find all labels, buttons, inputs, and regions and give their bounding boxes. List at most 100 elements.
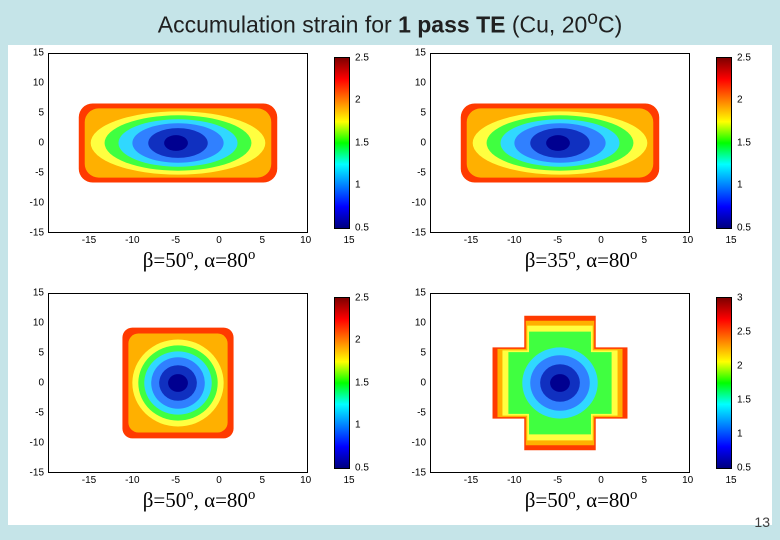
contour-plot: -15-10-5051015 <box>430 53 690 233</box>
x-tick-label: -5 <box>553 235 562 246</box>
x-tick-label: 5 <box>642 475 648 486</box>
y-tick-label: -10 <box>8 197 44 208</box>
panel-caption: β=50o, α=80o <box>8 487 390 513</box>
x-tick-label: 10 <box>682 475 693 486</box>
x-tick-label: 15 <box>343 475 354 486</box>
colorbar-tick-label: 2.5 <box>737 326 751 337</box>
colorbar-tick-label: 1.5 <box>355 377 369 388</box>
x-tick-label: -15 <box>464 235 478 246</box>
slide-number: 13 <box>754 514 770 530</box>
y-tick-label: -5 <box>390 407 426 418</box>
colorbar-tick-label: 0.5 <box>737 222 751 233</box>
y-tick-label: 15 <box>390 287 426 298</box>
colorbar-tick-label: 2.5 <box>355 52 369 63</box>
colorbar-tick-label: 0.5 <box>355 462 369 473</box>
panel-caption: β=50o, α=80o <box>8 247 390 273</box>
x-tick-label: -15 <box>464 475 478 486</box>
y-tick-label: -10 <box>390 197 426 208</box>
colorbar-tick-label: 0.5 <box>737 462 751 473</box>
colorbar-tick-label: 1 <box>355 420 361 431</box>
y-tick-label: 5 <box>8 107 44 118</box>
y-tick-label: 15 <box>8 47 44 58</box>
colorbar-tick-label: 2 <box>737 360 743 371</box>
x-tick-label: -10 <box>125 235 139 246</box>
x-tick-label: -5 <box>171 235 180 246</box>
x-tick-label: 0 <box>598 475 604 486</box>
chart-grid: -15-10-5051015151050-5-10-152.521.510.5β… <box>0 45 780 525</box>
x-tick-label: -5 <box>553 475 562 486</box>
panel-caption: β=35o, α=80o <box>390 247 772 273</box>
colorbar-tick-label: 3 <box>737 292 743 303</box>
colorbar: 2.521.510.5 <box>334 57 350 229</box>
panel-1: -15-10-5051015151050-5-10-152.521.510.5β… <box>8 45 390 285</box>
x-tick-label: 5 <box>642 235 648 246</box>
y-tick-label: 10 <box>390 317 426 328</box>
colorbar-tick-label: 1.5 <box>737 394 751 405</box>
colorbar: 32.521.510.5 <box>716 297 732 469</box>
title-sup: o <box>587 8 598 29</box>
colorbar-tick-label: 2.5 <box>355 292 369 303</box>
panel-4: -15-10-5051015151050-5-10-1532.521.510.5… <box>390 285 772 525</box>
y-tick-label: 0 <box>390 137 426 148</box>
colorbar-tick-label: 2 <box>355 335 361 346</box>
title-part-1: Accumulation strain for <box>158 12 398 38</box>
y-tick-label: -15 <box>8 227 44 238</box>
slide-title: Accumulation strain for 1 pass TE (Cu, 2… <box>0 0 780 45</box>
title-part-2: (Cu, 20 <box>505 12 587 38</box>
x-tick-label: 15 <box>725 235 736 246</box>
y-tick-label: 0 <box>8 137 44 148</box>
x-tick-label: -5 <box>171 475 180 486</box>
colorbar-tick-label: 1 <box>355 180 361 191</box>
x-tick-label: 15 <box>725 475 736 486</box>
panel-2: -15-10-5051015151050-5-10-152.521.510.5β… <box>390 45 772 285</box>
y-tick-label: 0 <box>8 377 44 388</box>
y-tick-label: 5 <box>8 347 44 358</box>
y-tick-label: 5 <box>390 107 426 118</box>
x-tick-label: 0 <box>598 235 604 246</box>
x-tick-label: -10 <box>125 475 139 486</box>
y-tick-label: -15 <box>390 227 426 238</box>
y-tick-label: 10 <box>8 317 44 328</box>
x-tick-label: 5 <box>260 235 266 246</box>
x-tick-label: 10 <box>300 235 311 246</box>
y-tick-label: 15 <box>390 47 426 58</box>
y-tick-label: -5 <box>390 167 426 178</box>
x-tick-label: -10 <box>507 475 521 486</box>
title-part-3: C) <box>598 12 622 38</box>
colorbar-tick-label: 2 <box>737 95 743 106</box>
y-tick-label: -5 <box>8 407 44 418</box>
x-tick-label: 10 <box>682 235 693 246</box>
y-tick-label: 10 <box>390 77 426 88</box>
colorbar: 2.521.510.5 <box>716 57 732 229</box>
colorbar-tick-label: 2.5 <box>737 52 751 63</box>
y-tick-label: 15 <box>8 287 44 298</box>
x-tick-label: 0 <box>216 235 222 246</box>
x-tick-label: 0 <box>216 475 222 486</box>
title-bold: 1 pass TE <box>398 12 505 38</box>
x-tick-label: 10 <box>300 475 311 486</box>
colorbar-tick-label: 1 <box>737 428 743 439</box>
x-tick-label: -15 <box>82 235 96 246</box>
y-tick-label: 0 <box>390 377 426 388</box>
colorbar-tick-label: 2 <box>355 95 361 106</box>
contour-plot: -15-10-5051015 <box>430 293 690 473</box>
y-tick-label: 10 <box>8 77 44 88</box>
colorbar-tick-label: 1.5 <box>355 137 369 148</box>
x-tick-label: 5 <box>260 475 266 486</box>
x-tick-label: -15 <box>82 475 96 486</box>
y-tick-label: -15 <box>8 467 44 478</box>
contour-plot: -15-10-5051015 <box>48 53 308 233</box>
y-tick-label: -15 <box>390 467 426 478</box>
y-tick-label: -10 <box>8 437 44 448</box>
y-tick-label: 5 <box>390 347 426 358</box>
x-tick-label: 15 <box>343 235 354 246</box>
y-tick-label: -10 <box>390 437 426 448</box>
panel-3: -15-10-5051015151050-5-10-152.521.510.5β… <box>8 285 390 525</box>
colorbar-tick-label: 1.5 <box>737 137 751 148</box>
colorbar: 2.521.510.5 <box>334 297 350 469</box>
panel-caption: β=50o, α=80o <box>390 487 772 513</box>
colorbar-tick-label: 0.5 <box>355 222 369 233</box>
contour-plot: -15-10-5051015 <box>48 293 308 473</box>
x-tick-label: -10 <box>507 235 521 246</box>
y-tick-label: -5 <box>8 167 44 178</box>
